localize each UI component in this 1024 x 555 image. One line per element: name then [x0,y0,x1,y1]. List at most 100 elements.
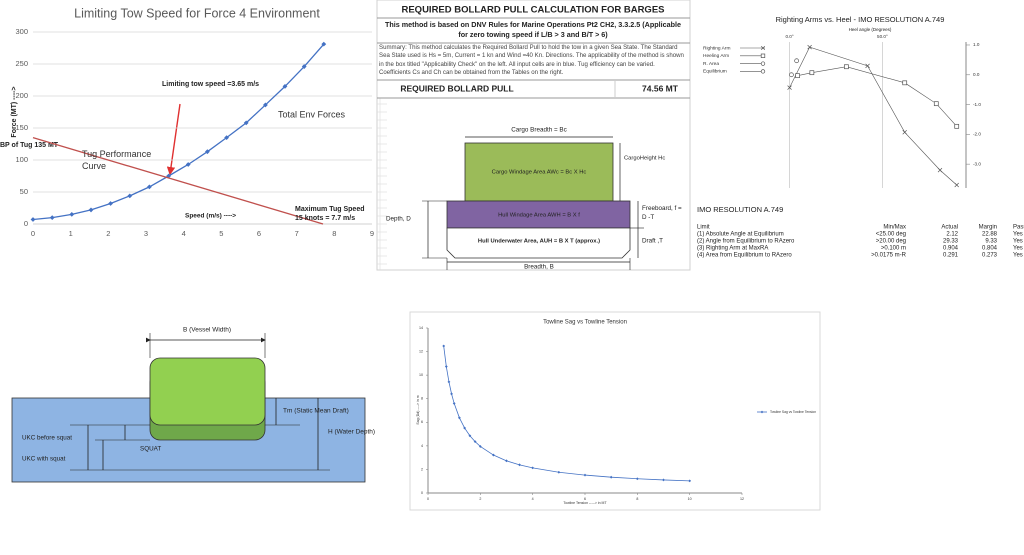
table-cell: >20.00 deg [876,239,906,245]
y-tick-label: 1.0 [973,42,980,47]
table-header: Min/Max [883,225,906,231]
x-tick-label: 12 [740,497,744,501]
data-point [492,453,495,457]
y-tick-label: 2 [421,467,423,471]
sheet-title: REQUIRED BOLLARD PULL CALCULATION FOR BA… [401,5,664,16]
data-point [760,45,766,51]
y-axis-label: Force (MT) ----> [11,86,18,137]
y-axis-label: Sag (Dd) ----> in m [416,395,420,424]
data-point [127,193,133,199]
x-tick-label: 5 [219,229,223,238]
table-cell: 29.33 [943,239,959,245]
cargo [464,142,614,202]
y-tick-label: -1.0 [973,102,981,107]
x-tick-label: 9 [370,229,374,238]
data-point [263,102,268,108]
table-cell: 0.291 [943,253,959,259]
data-point [450,392,453,396]
legend-label: Righting Arm [703,45,730,51]
y-tick-label: 100 [15,155,28,164]
data-point [809,70,815,76]
result-value: 74.56 MT [642,83,679,93]
table-cell: <25.00 deg [876,232,906,238]
data-point [108,201,113,206]
legend-label: Equilibrium [703,69,727,75]
y-tick-label: 150 [15,123,28,132]
y-tick-label: 10 [419,373,423,377]
annotation: BP of Tug 135 MT [0,142,59,149]
x-tick-label: 4 [532,497,534,501]
x-tick-label: 8 [636,497,638,501]
data-point [458,416,461,420]
data-point [243,120,249,126]
label: SQUAT [140,446,161,453]
y-tick-label: -3.0 [973,161,981,166]
x-tick-label: 7 [295,229,299,238]
data-point [688,479,692,483]
data-point [609,475,613,479]
data-point [794,58,799,64]
series-line [443,345,690,482]
y-tick-label: 14 [419,326,423,330]
table-header: Pass [1013,225,1024,231]
y-tick-label: 6 [421,420,423,424]
data-point [505,459,508,463]
result-label: REQUIRED BOLLARD PULL [400,83,513,93]
sheet-cells [377,98,387,270]
data-point [954,123,960,129]
y-tick-label: 0 [24,219,28,228]
data-point [447,380,451,384]
table-cell: Yes [1013,239,1023,245]
table-cell: (2) Angle from Equilibrium to RAzero [697,239,795,245]
table-cell: Yes [1013,253,1023,259]
sheet-subtitle: This method is based on DNV Rules for Ma… [385,20,681,39]
label: H (Water Depth) [328,429,375,436]
data-point [146,184,152,190]
label: Draft ,T [642,238,663,245]
label: Cargo Windage Area AWc = Bc X Hc [492,170,587,176]
annotation: Limiting tow speed =3.65 m/s [162,81,260,88]
y-tick-label: 0 [421,491,423,495]
label: B (Vessel Width) [183,327,231,334]
x-tick-label: 3 [144,229,148,238]
table-title: IMO RESOLUTION A.749 [697,205,783,214]
data-point [518,463,521,467]
y-tick-label: 8 [421,397,423,401]
x-tick-label: 1 [69,229,73,238]
table-header: Actual [941,225,958,231]
annotation-arrow [166,103,181,176]
data-point [865,63,870,69]
data-point [166,173,171,179]
label: Breadth, B [524,264,554,271]
y-tick-label: 12 [419,350,423,354]
table-cell: (3) Righting Arm at MaxRA [697,246,768,252]
y-tick-label: 4 [421,444,423,448]
data-point [282,84,288,89]
table-cell: 9.33 [985,239,997,245]
data-point [224,135,230,140]
data-point [760,410,764,414]
label: Hull Windage Area AWH = B X f [498,213,580,219]
label: CargoHeight Hc [624,156,665,162]
label: Tm (Static Mean Draft) [283,408,349,415]
data-point [444,365,448,368]
table-cell: Yes [1013,246,1023,252]
series-label: Tug Performance Curve [82,149,152,171]
legend-label: Heeling Arm [703,53,729,59]
x-axis-label: Towline Tension -----> in MT [563,501,607,505]
table-cell: 2.12 [946,232,958,238]
label: Cargo Breadth = Bc [511,127,566,134]
legend-label: Towline Sag vs Towline Tension [770,410,816,414]
data-point [583,473,587,477]
x-axis-label: Speed (m/s) ----> [185,213,236,220]
x-tick-label: 50.0° [877,34,888,39]
table-cell: >0.0175 m-R [871,253,907,259]
data-point [760,53,766,58]
table-cell: (1) Absolute Angle at Equilibrium [697,232,784,238]
data-point [442,344,446,348]
data-point [902,130,907,135]
x-axis-label: Heel angle (Degrees) [849,27,892,32]
data-point [301,64,307,69]
data-point [473,440,477,444]
